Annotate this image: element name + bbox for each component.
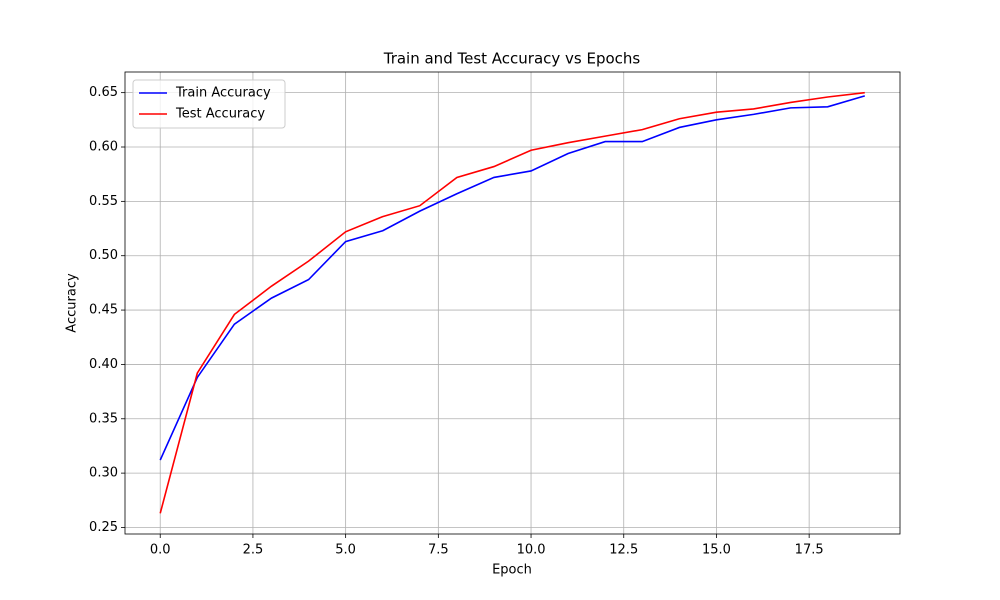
x-tick-label: 5.0 xyxy=(335,543,356,558)
y-tick-label: 0.60 xyxy=(89,140,118,155)
y-tick-label: 0.55 xyxy=(89,194,118,209)
y-tick-label: 0.40 xyxy=(89,357,118,372)
x-tick-label: 2.5 xyxy=(243,543,264,558)
y-tick-label: 0.65 xyxy=(89,85,118,100)
x-tick-label: 0.0 xyxy=(150,543,171,558)
legend: Train Accuracy Test Accuracy xyxy=(132,79,286,129)
chart-title: Train and Test Accuracy vs Epochs xyxy=(383,50,641,68)
x-tick-label: 12.5 xyxy=(609,543,638,558)
y-tick-label: 0.35 xyxy=(89,411,118,426)
y-tick-label: 0.30 xyxy=(89,466,118,481)
y-tick-label: 0.45 xyxy=(89,303,118,318)
plot-frame xyxy=(124,71,901,535)
legend-label: Train Accuracy xyxy=(175,86,271,101)
y-axis-label: Accuracy xyxy=(65,273,80,333)
x-axis-label: Epoch xyxy=(492,563,532,578)
x-tick-label: 10.0 xyxy=(517,543,546,558)
legend-label: Test Accuracy xyxy=(175,107,265,122)
x-tick-label: 7.5 xyxy=(428,543,449,558)
x-tick-label: 15.0 xyxy=(702,543,731,558)
legend-box xyxy=(132,79,286,129)
y-tick-label: 0.50 xyxy=(89,248,118,263)
line xyxy=(159,95,865,461)
x-tick-label: 17.5 xyxy=(795,543,824,558)
y-tick-label: 0.25 xyxy=(89,520,118,535)
line xyxy=(159,91,865,514)
